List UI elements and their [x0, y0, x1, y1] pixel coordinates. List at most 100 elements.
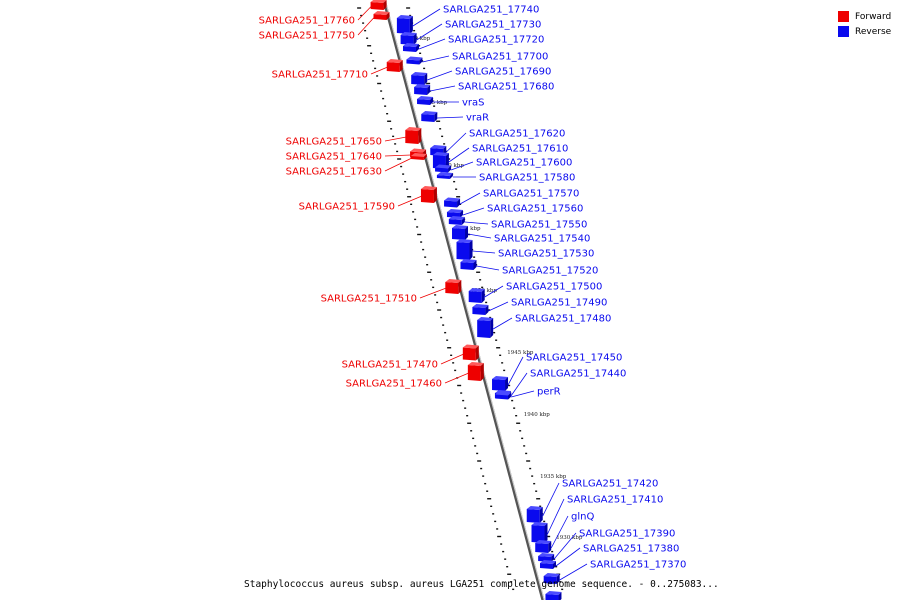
- forward-gene-label[interactable]: SARLGA251_17630: [286, 167, 382, 178]
- forward-gene-label[interactable]: SARLGA251_17470: [342, 360, 438, 371]
- reverse-gene[interactable]: [477, 317, 494, 338]
- forward-gene[interactable]: [373, 11, 390, 20]
- forward-gene[interactable]: [462, 344, 479, 361]
- reverse-swatch: [838, 26, 849, 37]
- legend-forward[interactable]: Forward: [838, 9, 891, 24]
- reverse-gene-label[interactable]: SARLGA251_17410: [567, 495, 663, 506]
- scale-label: 1935 kbp: [540, 474, 567, 480]
- reverse-gene[interactable]: [448, 216, 465, 225]
- reverse-gene[interactable]: [402, 43, 419, 52]
- reverse-gene[interactable]: [456, 239, 473, 260]
- reverse-gene[interactable]: [495, 391, 512, 400]
- reverse-gene-label[interactable]: SARLGA251_17490: [511, 298, 607, 309]
- legend: Forward Reverse: [838, 9, 891, 39]
- reverse-gene-label[interactable]: SARLGA251_17420: [562, 479, 658, 490]
- label-leader: [467, 233, 492, 239]
- reverse-gene[interactable]: [468, 288, 485, 303]
- reverse-gene-label[interactable]: SARLGA251_17580: [479, 173, 575, 184]
- forward-gene-label[interactable]: SARLGA251_17590: [299, 202, 395, 213]
- reverse-gene-label[interactable]: SARLGA251_17440: [530, 369, 626, 380]
- label-leader: [444, 372, 469, 384]
- reverse-gene-label[interactable]: SARLGA251_17620: [469, 129, 565, 140]
- reverse-gene-label[interactable]: SARLGA251_17370: [590, 560, 686, 571]
- reverse-gene[interactable]: [400, 32, 417, 45]
- reverse-gene-label[interactable]: SARLGA251_17610: [472, 144, 568, 155]
- reverse-gene[interactable]: [460, 259, 477, 270]
- reverse-gene[interactable]: [472, 304, 489, 315]
- label-leader: [542, 482, 560, 517]
- forward-gene-label[interactable]: SARLGA251_17640: [286, 152, 382, 163]
- reverse-gene-label[interactable]: SARLGA251_17690: [455, 67, 551, 78]
- reverse-gene[interactable]: [539, 560, 556, 569]
- forward-gene-label[interactable]: SARLGA251_17750: [259, 31, 355, 42]
- reverse-gene[interactable]: [545, 591, 562, 600]
- reverse-gene-label[interactable]: SARLGA251_17570: [483, 189, 579, 200]
- reverse-gene-label[interactable]: vraR: [466, 113, 489, 124]
- reverse-gene-label[interactable]: SARLGA251_17560: [487, 204, 583, 215]
- reverse-gene-label[interactable]: SARLGA251_17730: [445, 20, 541, 31]
- reverse-gene-label[interactable]: SARLGA251_17680: [458, 82, 554, 93]
- label-leader: [418, 38, 446, 50]
- reverse-gene-label[interactable]: SARLGA251_17390: [579, 529, 675, 540]
- reverse-gene[interactable]: [444, 197, 461, 208]
- reverse-gene[interactable]: [414, 84, 431, 95]
- reverse-gene-label[interactable]: SARLGA251_17540: [494, 234, 590, 245]
- reverse-gene[interactable]: [452, 225, 469, 240]
- label-leader: [384, 136, 407, 142]
- reverse-gene-label[interactable]: SARLGA251_17600: [476, 158, 572, 169]
- label-leader: [553, 532, 577, 560]
- reverse-gene[interactable]: [543, 573, 560, 584]
- label-leader: [422, 55, 450, 63]
- reverse-gene-label[interactable]: SARLGA251_17720: [448, 35, 544, 46]
- reverse-gene-label[interactable]: SARLGA251_17480: [515, 314, 611, 325]
- forward-gene-label[interactable]: SARLGA251_17650: [286, 137, 382, 148]
- reverse-gene[interactable]: [492, 376, 509, 391]
- reverse-gene[interactable]: [535, 540, 552, 553]
- reverse-gene[interactable]: [531, 522, 548, 543]
- forward-gene[interactable]: [386, 59, 403, 72]
- label-leader: [492, 317, 513, 330]
- scale-label: 1930 kbp: [556, 535, 583, 541]
- forward-gene[interactable]: [370, 0, 387, 10]
- forward-gene-label[interactable]: SARLGA251_17760: [259, 16, 355, 27]
- reverse-gene[interactable]: [436, 172, 453, 179]
- legend-forward-label: Forward: [855, 11, 892, 22]
- label-leader: [450, 161, 474, 171]
- reverse-gene-label[interactable]: glnQ: [571, 512, 594, 523]
- reverse-gene[interactable]: [417, 96, 434, 105]
- reverse-gene-label[interactable]: SARLGA251_17700: [452, 52, 548, 63]
- forward-swatch: [838, 11, 849, 22]
- forward-gene-label[interactable]: SARLGA251_17710: [272, 70, 368, 81]
- reverse-gene[interactable]: [396, 15, 413, 34]
- reverse-gene-label[interactable]: SARLGA251_17450: [526, 353, 622, 364]
- reverse-gene-label[interactable]: perR: [537, 387, 561, 398]
- forward-gene[interactable]: [445, 279, 462, 294]
- label-leader: [550, 515, 569, 549]
- label-leader: [484, 285, 504, 298]
- reverse-gene[interactable]: [421, 111, 438, 122]
- reverse-gene-label[interactable]: SARLGA251_17550: [491, 220, 587, 231]
- reverse-gene-label[interactable]: SARLGA251_17500: [506, 282, 602, 293]
- reverse-gene-label[interactable]: SARLGA251_17740: [443, 5, 539, 16]
- backbone-line: [382, 0, 545, 600]
- scale-label: 1945 kbp: [507, 350, 534, 356]
- reverse-gene[interactable]: [406, 56, 423, 65]
- forward-gene[interactable]: [467, 362, 484, 381]
- forward-gene[interactable]: [405, 127, 422, 144]
- legend-reverse[interactable]: Reverse: [838, 24, 891, 39]
- forward-gene[interactable]: [420, 186, 437, 203]
- reverse-gene-label[interactable]: vraS: [462, 98, 485, 109]
- reverse-gene-label[interactable]: SARLGA251_17530: [498, 249, 594, 260]
- forward-gene-label[interactable]: SARLGA251_17510: [321, 294, 417, 305]
- label-leader: [397, 195, 423, 207]
- label-leader: [547, 498, 565, 535]
- forward-gene[interactable]: [410, 153, 427, 160]
- forward-gene-label[interactable]: SARLGA251_17460: [346, 379, 442, 390]
- reverse-gene[interactable]: [411, 72, 428, 85]
- gene-labels: SARLGA251_17760 SARLGA251_17750 SARLGA251_…: [259, 5, 686, 581]
- reverse-gene-label[interactable]: SARLGA251_17380: [583, 544, 679, 555]
- reverse-gene[interactable]: [435, 164, 452, 173]
- reverse-gene-label[interactable]: SARLGA251_17520: [502, 266, 598, 277]
- label-leader: [440, 353, 464, 365]
- reverse-gene[interactable]: [526, 506, 543, 523]
